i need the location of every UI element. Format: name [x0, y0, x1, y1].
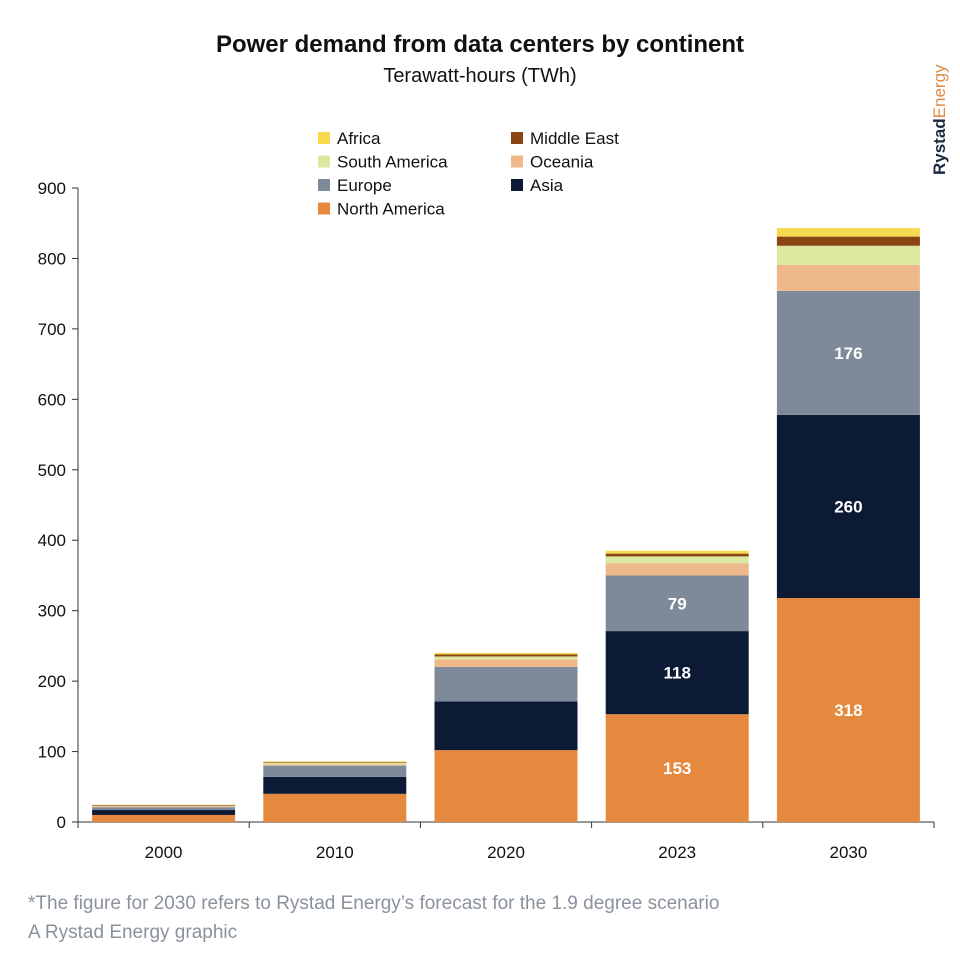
- legend-item-asia: Asia: [511, 176, 564, 195]
- x-tick-label: 2020: [487, 843, 525, 862]
- y-tick-label: 700: [38, 320, 66, 339]
- bar-segment-oceania-2023: [605, 563, 749, 576]
- x-axis: 2000 2010 2020 2023 2030: [77, 821, 935, 862]
- chart-title: Power demand from data centers by contin…: [216, 31, 744, 58]
- bar-segment-north-america-2020: [434, 750, 578, 822]
- bar-segment-middle-east-2020: [434, 654, 578, 657]
- bar-segment-middle-east-2030: [776, 236, 920, 246]
- bar-segment-africa-2023: [605, 550, 749, 554]
- bar-segment-africa-2030: [776, 228, 920, 237]
- bar-segment-south-america-2030: [776, 245, 920, 265]
- legend-label: Europe: [337, 176, 392, 195]
- bar-segment-north-america-2023: [605, 714, 749, 822]
- legend-item-middle-east: Middle East: [511, 129, 619, 148]
- legend-swatch: [318, 132, 330, 144]
- y-tick-label: 600: [38, 390, 66, 409]
- legend-swatch: [318, 202, 330, 215]
- bar-segment-oceania-2030: [776, 264, 920, 291]
- bar-segment-asia-2000: [92, 810, 236, 815]
- brand-logo: RystadEnergy: [930, 64, 949, 175]
- y-tick-label: 200: [38, 672, 66, 691]
- bar-segment-africa-2020: [434, 652, 578, 655]
- legend-swatch: [318, 179, 330, 191]
- x-tick-label: 2030: [829, 843, 867, 862]
- legend-item-oceania: Oceania: [511, 153, 594, 172]
- brand-logo-part2: Energy: [930, 64, 949, 118]
- data-label: 176: [834, 344, 862, 363]
- y-tick-label: 800: [38, 249, 66, 268]
- bar-segment-middle-east-2023: [605, 553, 749, 557]
- bar-segment-oceania-2020: [434, 659, 578, 668]
- legend-item-south-america: South America: [318, 153, 448, 172]
- bar-segment-middle-east-2010: [263, 762, 407, 763]
- x-tick-label: 2010: [316, 843, 354, 862]
- bar-segment-africa-2010: [263, 761, 407, 763]
- legend-label: Oceania: [530, 153, 594, 172]
- legend-label: Africa: [337, 129, 381, 148]
- y-tick-label: 100: [38, 743, 66, 762]
- bar-segment-oceania-2010: [263, 764, 407, 766]
- y-tick-label: 400: [38, 531, 66, 550]
- legend-item-north-america: North America: [318, 200, 445, 219]
- credit-line: A Rystad Energy graphic: [28, 922, 237, 943]
- bar-segment-europe-2010: [263, 765, 407, 777]
- legend-item-europe: Europe: [318, 176, 392, 195]
- legend-swatch: [318, 155, 330, 168]
- legend-swatch: [511, 155, 523, 168]
- bar-segment-asia-2020: [434, 701, 578, 751]
- bar-segment-north-america-2000: [92, 814, 236, 822]
- data-label: 260: [834, 497, 862, 516]
- legend-label: Middle East: [530, 129, 619, 148]
- bar-segment-europe-2023: [605, 575, 749, 632]
- bar-segment-south-america-2020: [434, 656, 578, 660]
- legend: Africa Middle East South America Oceania Eur…: [318, 129, 619, 219]
- legend-item-africa: Africa: [318, 129, 381, 148]
- bar-segment-south-america-2023: [605, 556, 749, 564]
- bars: [92, 228, 920, 822]
- brand-logo-part1: Rystad: [930, 118, 949, 175]
- bar-segment-middle-east-2000: [92, 805, 236, 806]
- legend-label: North America: [337, 200, 445, 219]
- y-axis: 0 100 200 300 400 500 600 700 800 900: [38, 179, 79, 832]
- x-tick-label: 2000: [145, 843, 183, 862]
- legend-label: Asia: [530, 176, 564, 195]
- bar-segment-north-america-2010: [263, 793, 407, 822]
- bar-segment-europe-2020: [434, 667, 578, 702]
- y-tick-label: 500: [38, 461, 66, 480]
- bar-segment-north-america-2030: [776, 597, 920, 822]
- chart-subtitle: Terawatt-hours (TWh): [383, 65, 576, 87]
- legend-swatch: [511, 132, 523, 144]
- svg-text:RystadEnergy: RystadEnergy: [930, 64, 949, 175]
- data-label: 153: [663, 759, 691, 778]
- bar-segment-asia-2023: [605, 631, 749, 715]
- bar-segment-south-america-2010: [263, 762, 407, 765]
- y-tick-label: 900: [38, 179, 66, 198]
- bar-segment-oceania-2000: [92, 806, 236, 808]
- x-tick-label: 2023: [658, 843, 696, 862]
- legend-swatch: [511, 179, 523, 191]
- data-label: 118: [663, 664, 690, 683]
- bar-segment-europe-2000: [92, 807, 236, 811]
- data-label: 79: [668, 594, 687, 613]
- data-label: 318: [834, 701, 862, 720]
- bar-segment-south-america-2000: [92, 805, 236, 807]
- bar-segment-asia-2010: [263, 776, 407, 794]
- footnote: *The figure for 2030 refers to Rystad En…: [28, 893, 719, 914]
- y-tick-label: 300: [38, 602, 66, 621]
- bar-segment-europe-2030: [776, 290, 920, 415]
- legend-label: South America: [337, 153, 448, 172]
- data-labels: 153 118 79 318 260 176: [663, 344, 863, 778]
- y-tick-label: 0: [57, 813, 66, 832]
- bar-segment-asia-2030: [776, 414, 920, 598]
